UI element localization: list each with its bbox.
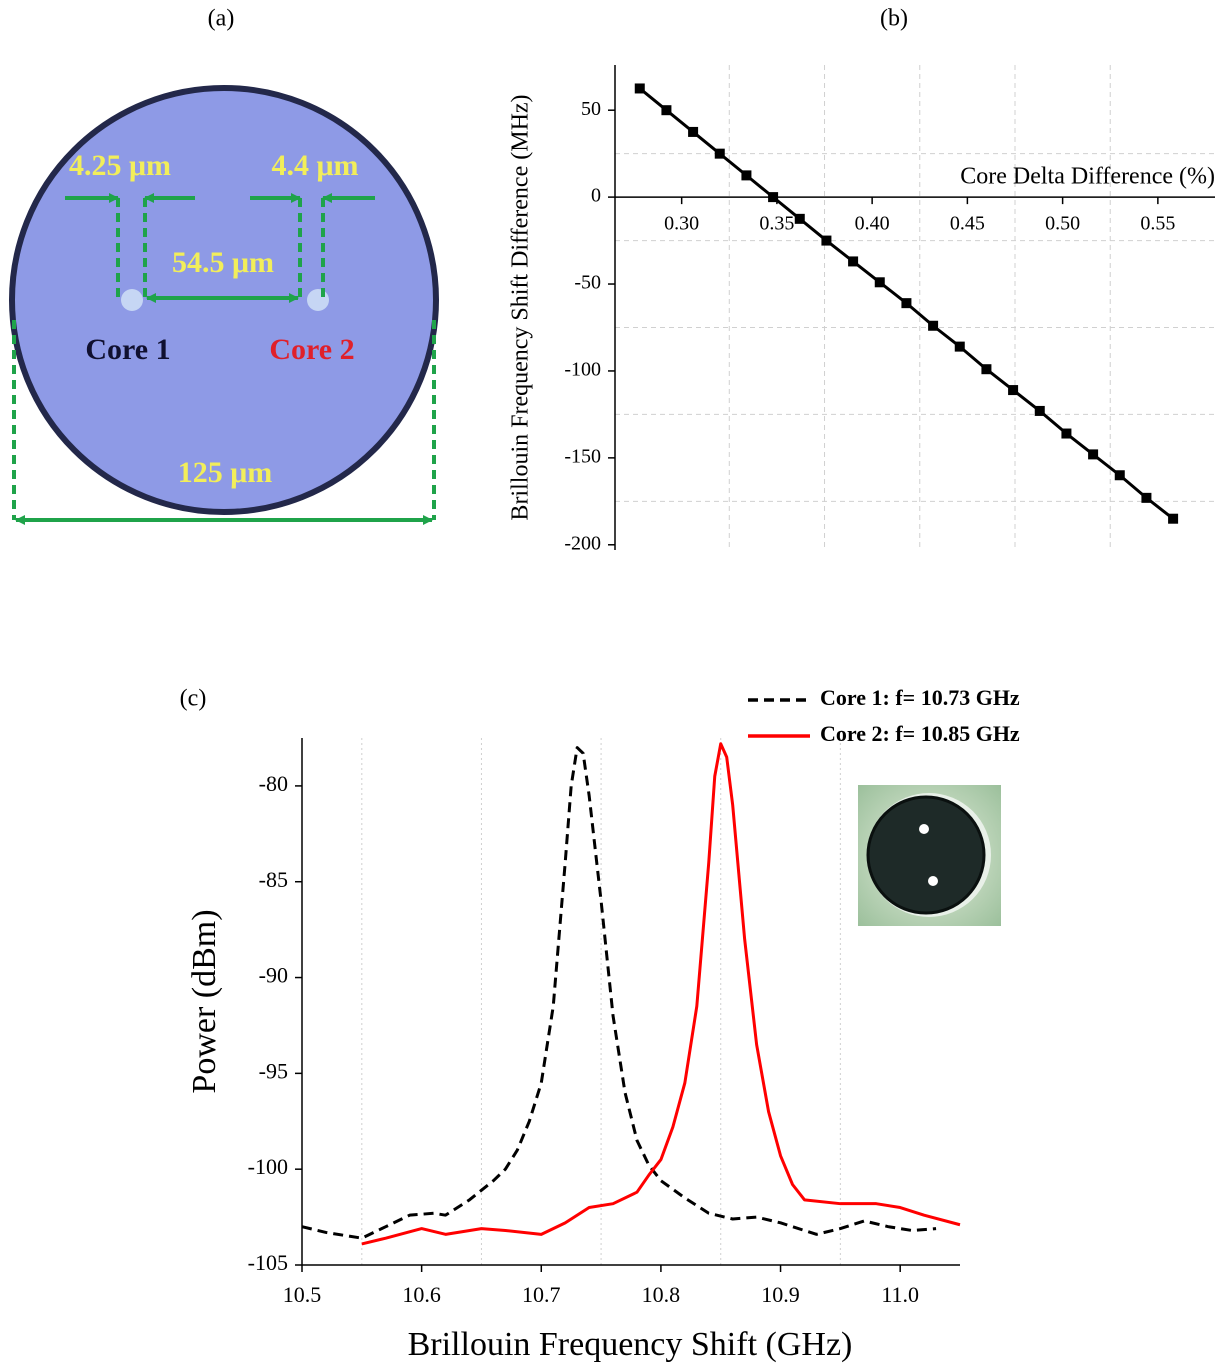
x-tick-label: 10.6 bbox=[402, 1282, 441, 1307]
x-axis-title: Brillouin Frequency Shift (GHz) bbox=[408, 1326, 853, 1363]
y-tick-label: -100 bbox=[564, 359, 601, 381]
y-tick-label: -95 bbox=[259, 1058, 288, 1083]
data-point bbox=[714, 148, 725, 159]
x-tick-label: 11.0 bbox=[881, 1282, 919, 1307]
panel-label: (a) bbox=[208, 6, 235, 32]
data-point bbox=[901, 298, 912, 309]
dimension-label: 4.4 μm bbox=[272, 149, 359, 182]
data-point bbox=[741, 170, 752, 181]
chart: (b) 50 0 -50 -100 -150 -200 0.30 0.35 0.40 0.45 0.5… bbox=[508, 6, 1215, 554]
x-tick-label: 10.5 bbox=[283, 1282, 322, 1307]
data-point bbox=[794, 213, 805, 224]
data-point bbox=[688, 126, 699, 137]
x-tick-label: 0.35 bbox=[759, 213, 794, 235]
data-point bbox=[661, 105, 672, 116]
x-tick-label: 0.40 bbox=[855, 213, 890, 235]
chart: (c) -80 -85 -90 -95 -100 -105 10.5 10.6 10.7 10.8 1… bbox=[180, 685, 1020, 1363]
dimension-label: 54.5 μm bbox=[172, 246, 274, 279]
x-tick-label: 10.9 bbox=[761, 1282, 800, 1307]
x-tick-label: 0.55 bbox=[1140, 213, 1175, 235]
inset-photo bbox=[858, 785, 1001, 926]
data-point bbox=[821, 235, 832, 246]
core bbox=[307, 289, 329, 311]
y-tick-label: -200 bbox=[564, 532, 601, 554]
x-tick-label: 0.45 bbox=[950, 213, 985, 235]
x-tick-label: 10.8 bbox=[642, 1282, 681, 1307]
data-point bbox=[1061, 428, 1072, 439]
dimension-lines bbox=[12, 193, 436, 525]
y-tick-label: -50 bbox=[574, 272, 601, 294]
y-tick-label: -100 bbox=[248, 1154, 288, 1179]
x-tick-label: 0.30 bbox=[664, 213, 699, 235]
legend-label: Core 2: f= 10.85 GHz bbox=[820, 721, 1020, 746]
y-tick-label: -85 bbox=[259, 867, 288, 892]
data-point bbox=[954, 341, 965, 352]
data-point bbox=[981, 364, 992, 375]
y-tick-label: -90 bbox=[259, 963, 288, 988]
data-point bbox=[874, 277, 885, 288]
y-tick-label: -80 bbox=[259, 771, 288, 796]
core-label: Core 1 bbox=[85, 333, 170, 366]
y-axis-title: Power (dBm) bbox=[186, 909, 223, 1093]
y-tick-label: 50 bbox=[581, 98, 601, 120]
dimension-label: 4.25 μm bbox=[69, 149, 171, 182]
legend-label: Core 1: f= 10.73 GHz bbox=[820, 685, 1020, 710]
panel-label: (c) bbox=[180, 686, 207, 712]
fiber-photo: (a) 4.25 μm 4.4 μm 54.5 μm 125 μm Core 1… bbox=[9, 6, 439, 525]
data-point bbox=[1034, 405, 1045, 416]
x-tick-label: 0.50 bbox=[1045, 213, 1080, 235]
x-tick-label: 10.7 bbox=[522, 1282, 561, 1307]
data-point bbox=[928, 320, 939, 331]
data-point bbox=[1141, 492, 1152, 503]
data-point bbox=[1008, 385, 1019, 396]
data-point bbox=[768, 192, 779, 203]
series-line bbox=[301, 746, 937, 1240]
data-point bbox=[1088, 449, 1099, 460]
y-axis-title: Brillouin Frequency Shift Difference (MH… bbox=[508, 94, 534, 520]
panel-label: (b) bbox=[880, 6, 908, 32]
core-label: Core 2 bbox=[269, 333, 354, 366]
series-line bbox=[361, 742, 961, 1246]
data-point bbox=[848, 256, 859, 267]
y-tick-label: 0 bbox=[591, 185, 601, 207]
dimension-label: 125 μm bbox=[178, 456, 273, 489]
data-point bbox=[1114, 470, 1125, 481]
core bbox=[121, 289, 143, 311]
y-tick-label: -105 bbox=[248, 1250, 288, 1275]
y-tick-label: -150 bbox=[564, 445, 601, 467]
x-axis-title: Core Delta Difference (%) bbox=[960, 164, 1215, 190]
data-point bbox=[634, 83, 645, 94]
data-point bbox=[1168, 513, 1179, 524]
